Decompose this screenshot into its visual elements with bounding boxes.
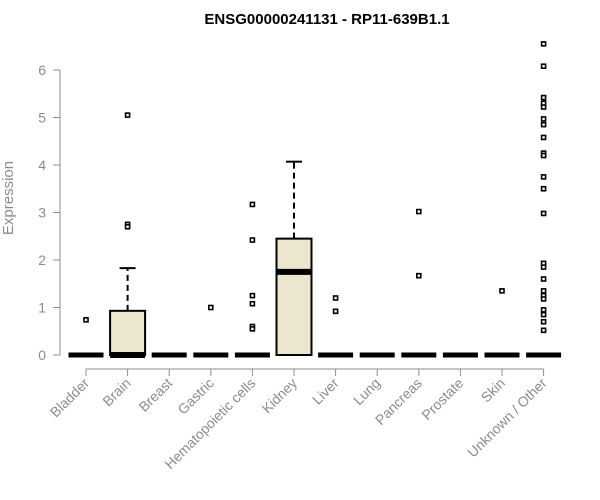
box-rect <box>275 237 313 356</box>
outlier-point <box>249 201 256 208</box>
outlier-point <box>83 317 89 323</box>
y-axis-label: Expression <box>0 161 17 235</box>
x-tick-label: Kidney <box>259 375 301 417</box>
outlier-point <box>124 223 131 230</box>
outlier-point <box>540 63 547 69</box>
outlier-point <box>124 112 131 118</box>
y-tick-label: 0 <box>38 347 46 363</box>
outlier-point <box>540 264 547 270</box>
outlier-point <box>540 116 547 122</box>
outlier-point <box>540 94 547 101</box>
outlier-point <box>208 304 214 311</box>
outlier-point <box>249 300 256 307</box>
outlier-point <box>540 307 547 313</box>
outlier-point <box>540 210 547 217</box>
box-group <box>526 41 562 358</box>
x-tick-label: Liver <box>309 375 342 408</box>
y-tick-label: 6 <box>38 62 46 78</box>
outlier-point <box>540 152 547 159</box>
x-tick-label: Bladder <box>47 375 93 421</box>
outlier-point <box>499 288 505 294</box>
outlier-point <box>415 208 422 215</box>
y-tick-label: 5 <box>38 110 46 126</box>
box-group <box>318 295 354 358</box>
x-tick-label: Skin <box>478 375 509 406</box>
outlier-point <box>540 185 547 192</box>
x-tick-label: Brain <box>99 375 133 409</box>
outlier-point <box>540 174 547 180</box>
outlier-point <box>249 237 256 243</box>
box-rect <box>109 309 147 357</box>
outlier-point <box>332 295 339 301</box>
box-group <box>275 160 313 356</box>
x-tick-label: Lung <box>350 375 383 408</box>
x-tick-label: Breast <box>135 375 175 415</box>
outlier-point <box>540 104 547 110</box>
outlier-point <box>540 276 547 282</box>
outlier-point <box>540 327 547 334</box>
outlier-point <box>540 41 547 47</box>
x-tick-label: Prostate <box>418 375 466 423</box>
box-group <box>401 208 437 358</box>
box-group <box>234 201 270 358</box>
y-tick-label: 1 <box>38 300 46 316</box>
y-tick-label: 2 <box>38 252 46 268</box>
x-tick-label: Unknown / Other <box>464 375 550 461</box>
chart-title: ENSG00000241131 - RP11-639B1.1 <box>204 11 449 28</box>
outlier-point <box>540 311 547 318</box>
outlier-point <box>540 134 547 141</box>
box-group <box>109 112 147 358</box>
box-group <box>68 317 104 358</box>
y-tick-label: 3 <box>38 205 46 221</box>
outlier-point <box>249 326 256 332</box>
box-group <box>484 288 520 358</box>
outlier-point <box>332 308 339 315</box>
outlier-point <box>249 292 256 299</box>
outlier-point <box>415 272 422 279</box>
outlier-point <box>540 296 547 302</box>
boxes-layer <box>68 41 562 358</box>
y-tick-label: 4 <box>38 157 46 173</box>
outlier-point <box>540 288 547 294</box>
outlier-point <box>540 318 547 325</box>
y-axis: 0 1 2 3 4 5 6 <box>38 62 61 363</box>
box-group <box>193 304 229 358</box>
outlier-point <box>540 121 547 128</box>
